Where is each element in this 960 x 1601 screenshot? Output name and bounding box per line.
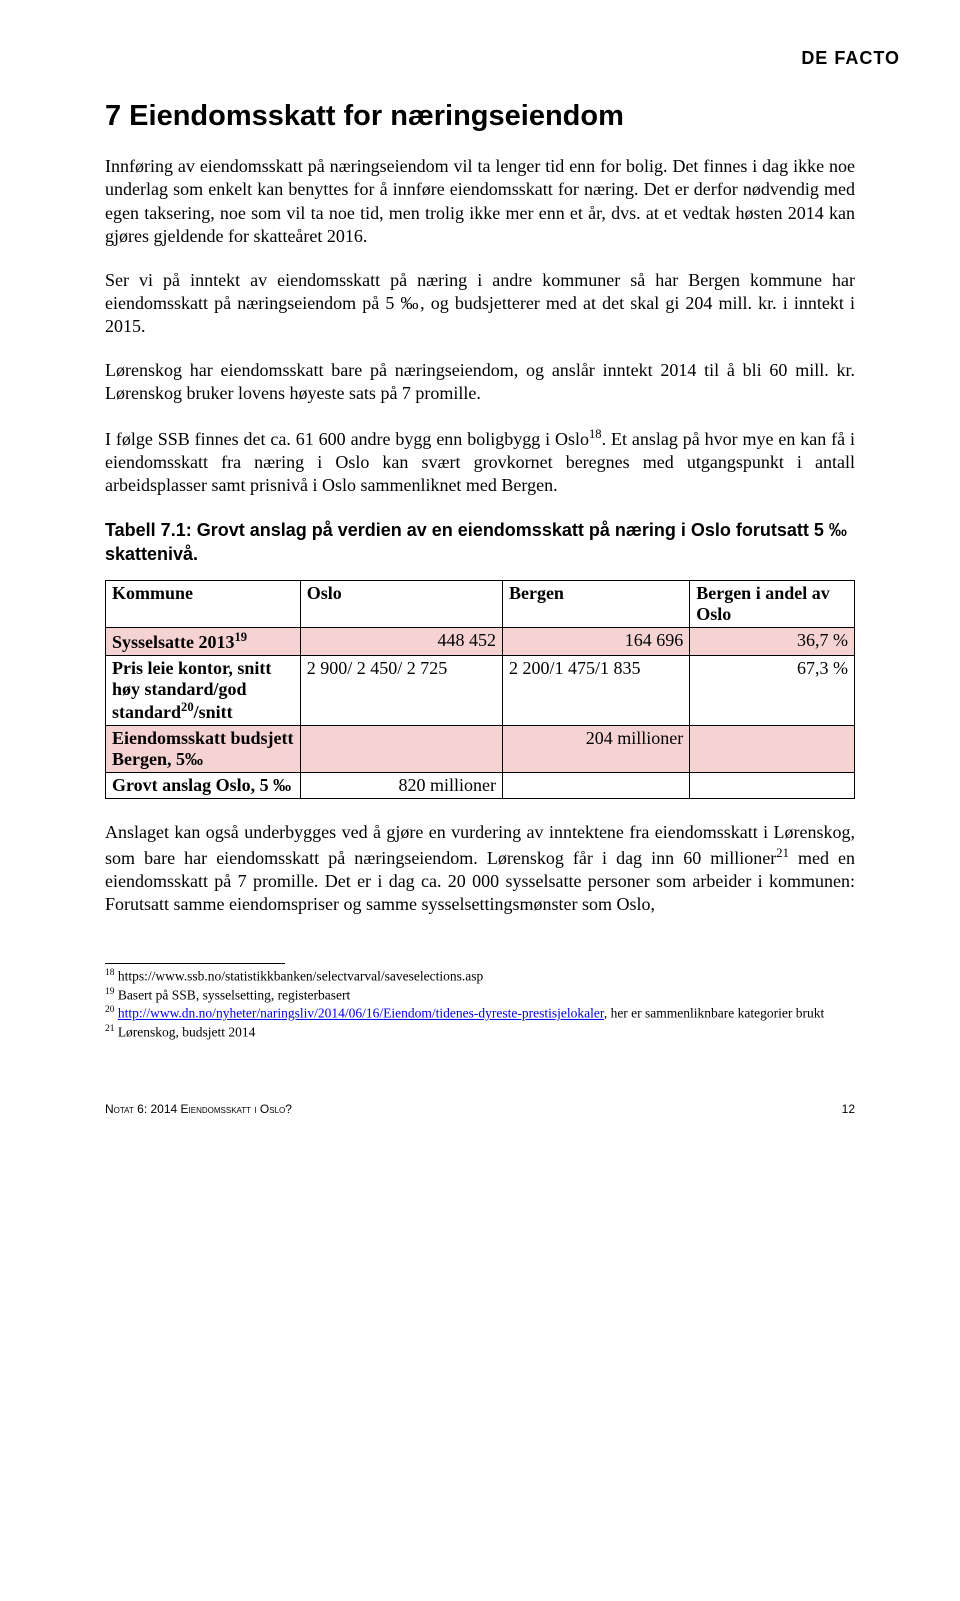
page-number: 12 — [842, 1102, 855, 1116]
table-caption: Tabell 7.1: Grovt anslag på verdien av e… — [105, 518, 855, 567]
footnote-20: 20 http://www.dn.no/nyheter/naringsliv/2… — [105, 1004, 855, 1023]
cell-label: Pris leie kontor, snitt høy standard/god… — [106, 656, 301, 726]
fn-text: Lørenskog, budsjett 2014 — [114, 1025, 255, 1040]
paragraph-1: Innføring av eiendomsskatt på næringseie… — [105, 155, 855, 249]
paragraph-4: I følge SSB finnes det ca. 61 600 andre … — [105, 426, 855, 498]
table-row: Eiendomsskatt budsjett Bergen, 5‰ 204 mi… — [106, 726, 855, 773]
th-kommune: Kommune — [106, 581, 301, 628]
fn-num: 20 — [105, 1005, 114, 1015]
table-header-row: Kommune Oslo Bergen Bergen i andel av Os… — [106, 581, 855, 628]
page-footer: Notat 6: 2014 Eiendomsskatt i Oslo? 12 — [105, 1102, 855, 1116]
cell-value: 820 millioner — [300, 773, 502, 799]
paragraph-2: Ser vi på inntekt av eiendomsskatt på næ… — [105, 269, 855, 339]
cell-value: 2 900/ 2 450/ 2 725 — [300, 656, 502, 726]
cell-value: 448 452 — [300, 628, 502, 656]
cell-label: Eiendomsskatt budsjett Bergen, 5‰ — [106, 726, 301, 773]
footnote-18: 18 https://www.ssb.no/statistikkbanken/s… — [105, 967, 855, 986]
cell-empty — [300, 726, 502, 773]
cell-label: Grovt anslag Oslo, 5 ‰ — [106, 773, 301, 799]
brand-logo: DE FACTO — [801, 48, 900, 69]
footnote-ref-19: 19 — [235, 630, 248, 644]
footer-left: Notat 6: 2014 Eiendomsskatt i Oslo? — [105, 1102, 292, 1116]
table-row: Pris leie kontor, snitt høy standard/god… — [106, 656, 855, 726]
cell-value: 67,3 % — [690, 656, 855, 726]
footnote-ref-20: 20 — [181, 700, 194, 714]
fn-text: https://www.ssb.no/statistikkbanken/sele… — [114, 968, 483, 983]
cell-text: 2 900/ 2 450/ 2 725 — [307, 658, 448, 678]
th-bergen: Bergen — [502, 581, 689, 628]
cell-text: Sysselsatte 2013 — [112, 632, 235, 652]
th-andel: Bergen i andel av Oslo — [690, 581, 855, 628]
cell-value: 2 200/1 475/1 835 — [502, 656, 689, 726]
footnote-19: 19 Basert på SSB, sysselsetting, registe… — [105, 986, 855, 1005]
footnote-divider — [105, 963, 285, 964]
footnote-link[interactable]: http://www.dn.no/nyheter/naringsliv/2014… — [118, 1006, 604, 1021]
cell-empty — [690, 726, 855, 773]
fn-text: , her er sammenliknbare kategorier brukt — [604, 1006, 824, 1021]
footnote-21: 21 Lørenskog, budsjett 2014 — [105, 1023, 855, 1042]
cell-value: 36,7 % — [690, 628, 855, 656]
cell-text: /snitt — [194, 702, 233, 722]
p4-part-a: I følge SSB finnes det ca. 61 600 andre … — [105, 429, 589, 449]
cell-value: 164 696 — [502, 628, 689, 656]
paragraph-5: Anslaget kan også underbygges ved å gjør… — [105, 821, 855, 917]
th-oslo: Oslo — [300, 581, 502, 628]
footnote-ref-21: 21 — [776, 846, 789, 860]
p5-part-a: Anslaget kan også underbygges ved å gjør… — [105, 822, 855, 867]
cell-empty — [690, 773, 855, 799]
page-title: 7 Eiendomsskatt for næringseiendom — [105, 100, 855, 133]
cell-label: Sysselsatte 201319 — [106, 628, 301, 656]
table-row: Sysselsatte 201319 448 452 164 696 36,7 … — [106, 628, 855, 656]
table-row: Grovt anslag Oslo, 5 ‰ 820 millioner — [106, 773, 855, 799]
fn-text: Basert på SSB, sysselsetting, registerba… — [114, 987, 350, 1002]
estimate-table: Kommune Oslo Bergen Bergen i andel av Os… — [105, 580, 855, 799]
cell-empty — [502, 773, 689, 799]
paragraph-3: Lørenskog har eiendomsskatt bare på næri… — [105, 359, 855, 406]
cell-text: 2 200/1 475/1 835 — [509, 658, 641, 678]
cell-value: 204 millioner — [502, 726, 689, 773]
footnote-ref-18: 18 — [589, 427, 602, 441]
